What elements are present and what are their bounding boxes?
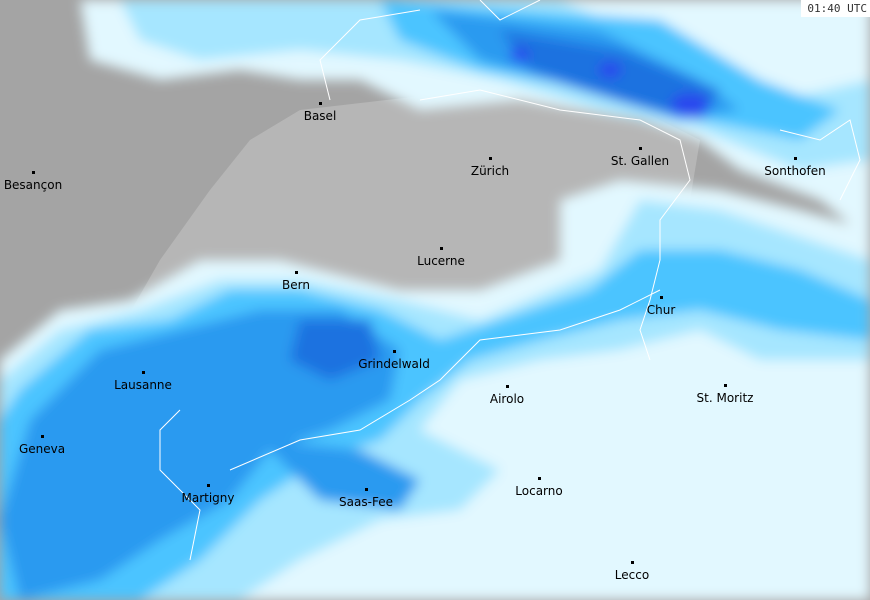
city-dot-icon — [506, 385, 509, 388]
city-dot-icon — [295, 271, 298, 274]
city-label: Martigny — [181, 491, 235, 505]
city-label: Chur — [646, 303, 676, 317]
city-dot-icon — [319, 102, 322, 105]
city-dot-icon — [207, 484, 210, 487]
city-label: Zürich — [470, 164, 510, 178]
city-label: Grindelwald — [358, 357, 430, 371]
city-dot-icon — [489, 157, 492, 160]
city-label: Airolo — [489, 392, 525, 406]
city-dot-icon — [440, 247, 443, 250]
city-dot-icon — [794, 157, 797, 160]
city-label: Geneva — [18, 442, 66, 456]
city-label: Sonthofen — [764, 164, 826, 178]
city-dot-icon — [639, 147, 642, 150]
city-label: Saas-Fee — [339, 495, 393, 509]
city-label: St. Moritz — [696, 391, 754, 405]
city-dot-icon — [631, 561, 634, 564]
city-label: Lucerne — [417, 254, 465, 268]
border-lines — [159, 0, 861, 561]
city-dot-icon — [41, 435, 44, 438]
city-dot-icon — [365, 488, 368, 491]
city-label: Lecco — [614, 568, 650, 582]
city-dot-icon — [724, 384, 727, 387]
city-dot-icon — [142, 371, 145, 374]
city-label: Bern — [282, 278, 310, 292]
city-label: Basel — [303, 109, 337, 123]
city-label: Besançon — [3, 178, 63, 192]
city-label: Lausanne — [114, 378, 172, 392]
city-dot-icon — [538, 477, 541, 480]
city-dot-icon — [32, 171, 35, 174]
city-dot-icon — [660, 296, 663, 299]
city-dot-icon — [393, 350, 396, 353]
city-label: Locarno — [515, 484, 563, 498]
city-label: St. Gallen — [610, 154, 670, 168]
timestamp-label: 01:40 UTC — [801, 0, 870, 17]
